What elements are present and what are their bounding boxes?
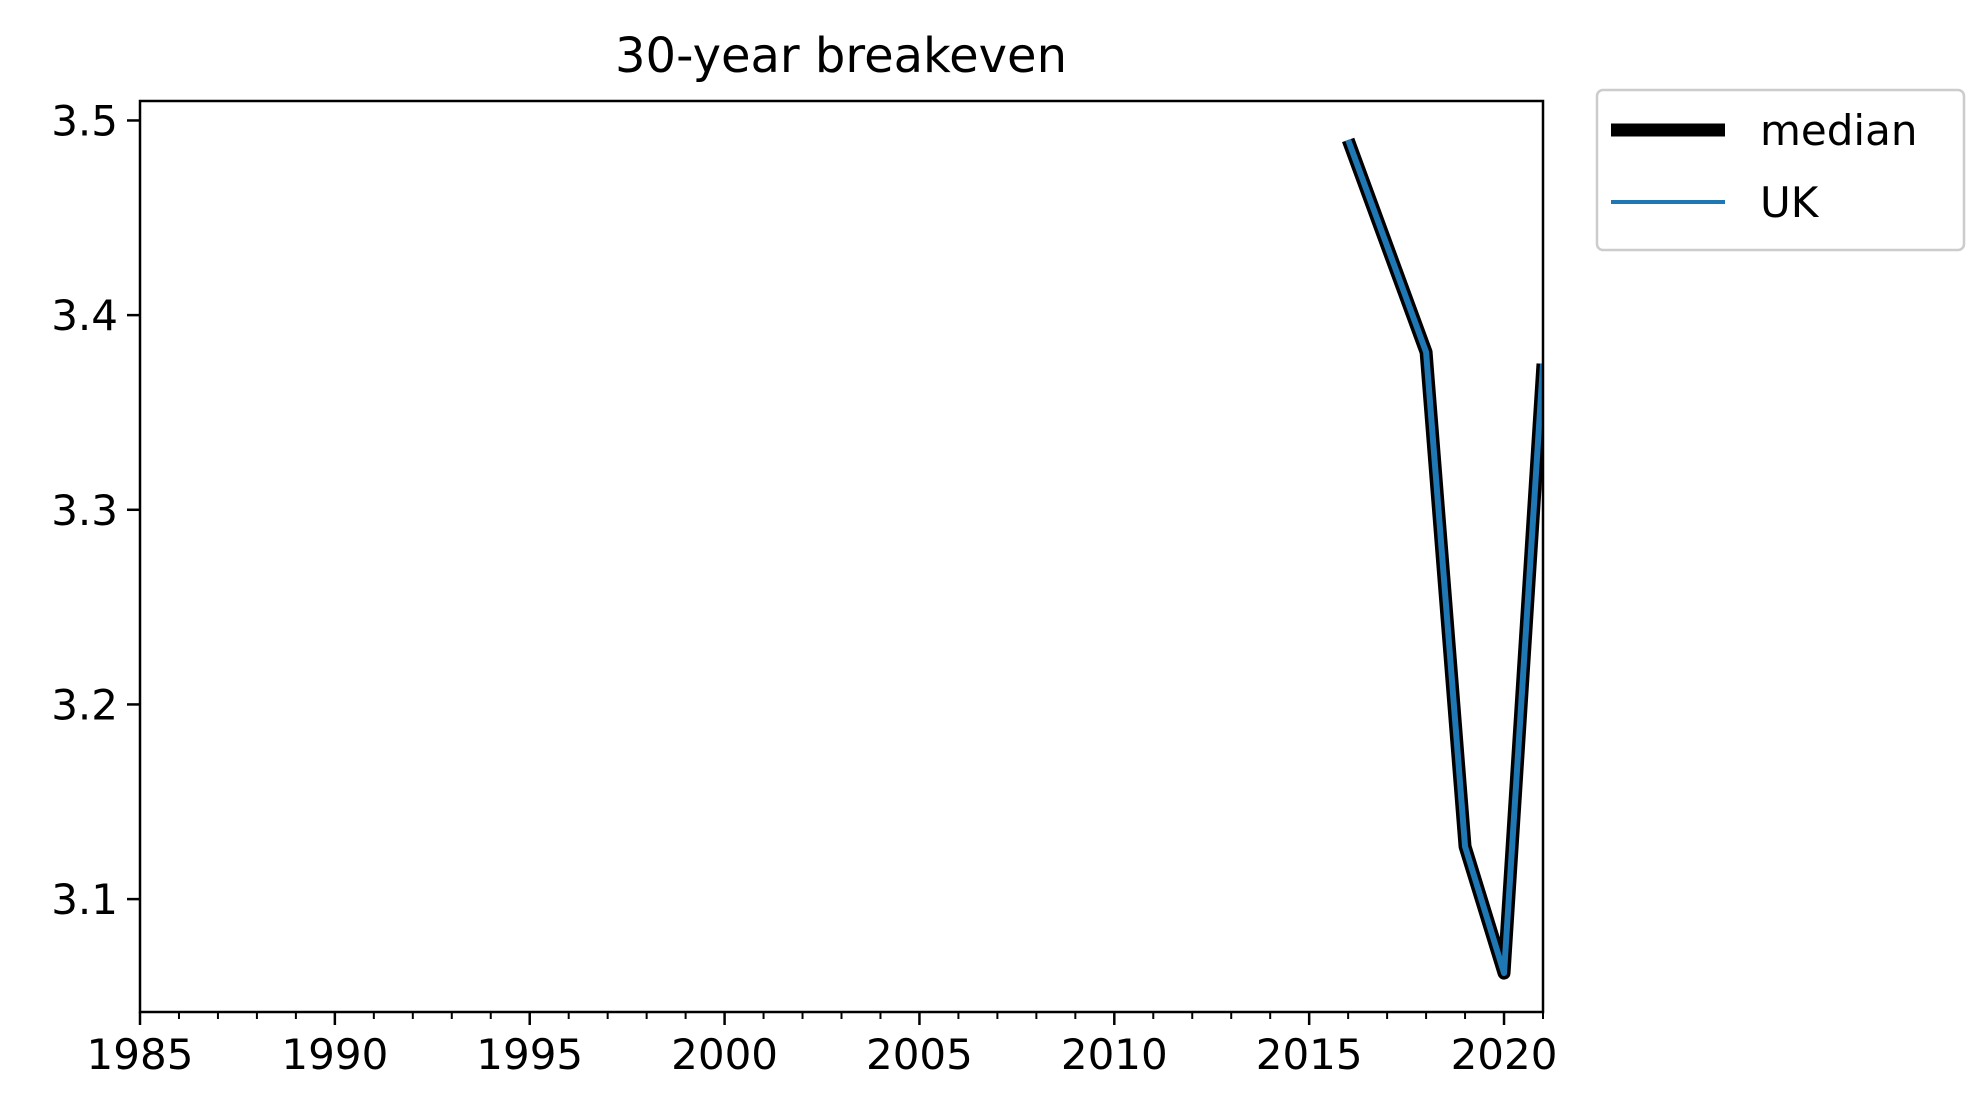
x-tick-label: 2010 xyxy=(1061,1030,1168,1079)
y-tick-label: 3.5 xyxy=(51,96,118,145)
axes: 1985 1990 1995 2000 2005 2010 2015 2020 3.1 3.2 3.… xyxy=(51,96,1557,1079)
y-tick-label: 3.1 xyxy=(51,875,118,924)
legend-label: UK xyxy=(1760,178,1820,227)
y-tick-label: 3.4 xyxy=(51,291,118,340)
x-tick-label: 2005 xyxy=(866,1030,973,1079)
x-tick-label: 1995 xyxy=(476,1030,583,1079)
x-tick-label: 1990 xyxy=(281,1030,388,1079)
x-tick-label: 2015 xyxy=(1256,1030,1363,1079)
series-line-uk xyxy=(1345,138,1543,977)
legend: median UK xyxy=(1595,88,1966,252)
x-tick-label: 2000 xyxy=(671,1030,778,1079)
series-lines xyxy=(1342,137,1543,980)
y-tick-label: 3.3 xyxy=(51,486,118,535)
x-tick-label: 1985 xyxy=(87,1030,194,1079)
legend-label: median xyxy=(1760,106,1917,155)
x-tick-label: 2020 xyxy=(1451,1030,1558,1079)
chart-title: 30-year breakeven xyxy=(615,28,1067,84)
plot-area-border xyxy=(138,99,1545,1014)
y-tick-label: 3.2 xyxy=(51,680,118,729)
plot-frame xyxy=(138,99,1545,1014)
